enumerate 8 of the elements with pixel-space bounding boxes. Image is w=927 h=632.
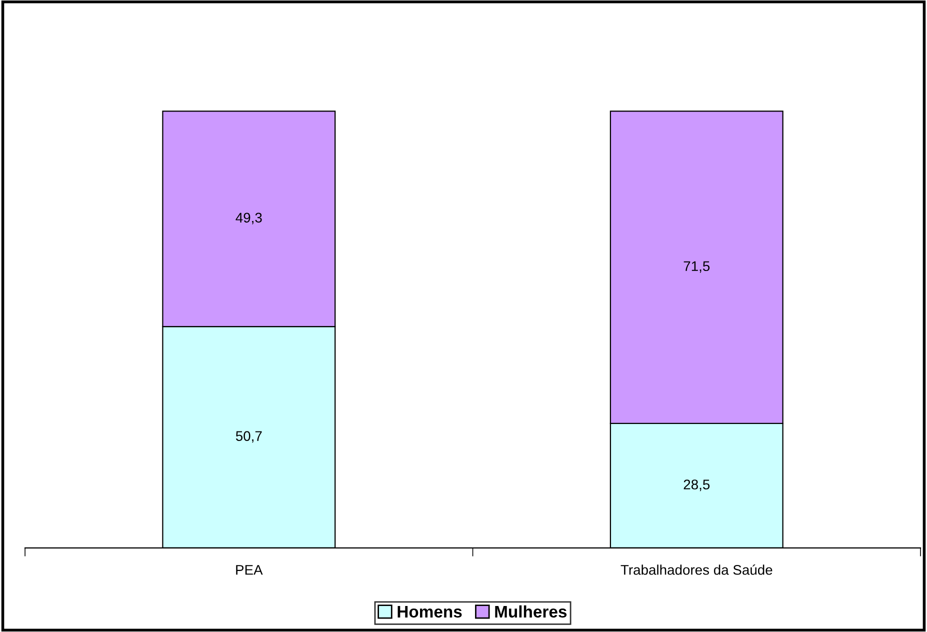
data-label: 71,5: [684, 261, 710, 273]
legend-label: Homens: [398, 606, 462, 618]
x-tick-label: Trabalhadores da Saúde: [620, 564, 772, 575]
legend-label: Mulheres: [495, 605, 567, 618]
x-tick-label: PEA: [236, 565, 263, 575]
data-label: 50,7: [236, 431, 262, 443]
data-label: 49,3: [236, 212, 262, 224]
data-label: 28,5: [684, 480, 710, 492]
